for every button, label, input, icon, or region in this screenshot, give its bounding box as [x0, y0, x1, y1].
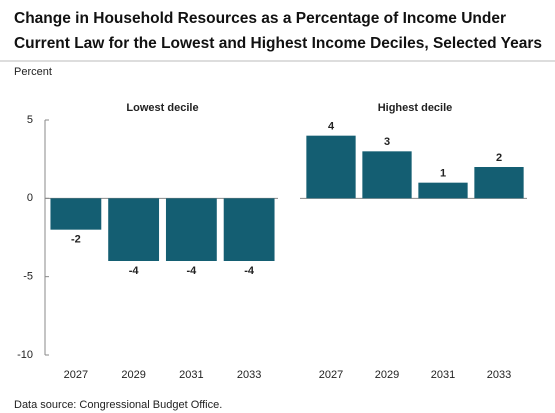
x-tick-label: 2033	[487, 369, 511, 381]
bar	[165, 198, 217, 261]
value-label: -2	[71, 234, 81, 246]
bar	[418, 182, 468, 199]
y-tick-label: 0	[27, 192, 33, 204]
value-label: 1	[440, 168, 446, 180]
x-tick-label: 2033	[237, 369, 261, 381]
value-label: 4	[328, 121, 335, 133]
bar	[306, 135, 356, 199]
title-line: Change in Household Resources as a Perce…	[14, 10, 506, 27]
y-tick-label: -10	[17, 349, 33, 361]
bar	[108, 198, 160, 261]
value-label: -4	[129, 265, 140, 277]
bar	[223, 198, 275, 261]
x-tick-label: 2031	[431, 369, 455, 381]
x-tick-label: 2027	[319, 369, 343, 381]
source-note: Data source: Congressional Budget Office…	[14, 399, 222, 411]
value-label: 2	[496, 152, 502, 164]
value-label: 3	[384, 136, 390, 148]
bar	[50, 198, 102, 230]
value-label: -4	[244, 265, 255, 277]
x-tick-label: 2031	[179, 369, 203, 381]
panel-title: Highest decile	[378, 102, 453, 114]
bar	[362, 151, 412, 199]
value-label: -4	[186, 265, 197, 277]
x-tick-label: 2029	[121, 369, 145, 381]
x-tick-label: 2027	[64, 369, 88, 381]
bar	[474, 167, 524, 199]
y-tick-label: -5	[23, 271, 33, 283]
y-axis-label: Percent	[14, 66, 52, 78]
title-line: Current Law for the Lowest and Highest I…	[14, 35, 542, 52]
y-tick-label: 5	[27, 114, 33, 126]
panel-title: Lowest decile	[126, 102, 198, 114]
x-tick-label: 2029	[375, 369, 399, 381]
